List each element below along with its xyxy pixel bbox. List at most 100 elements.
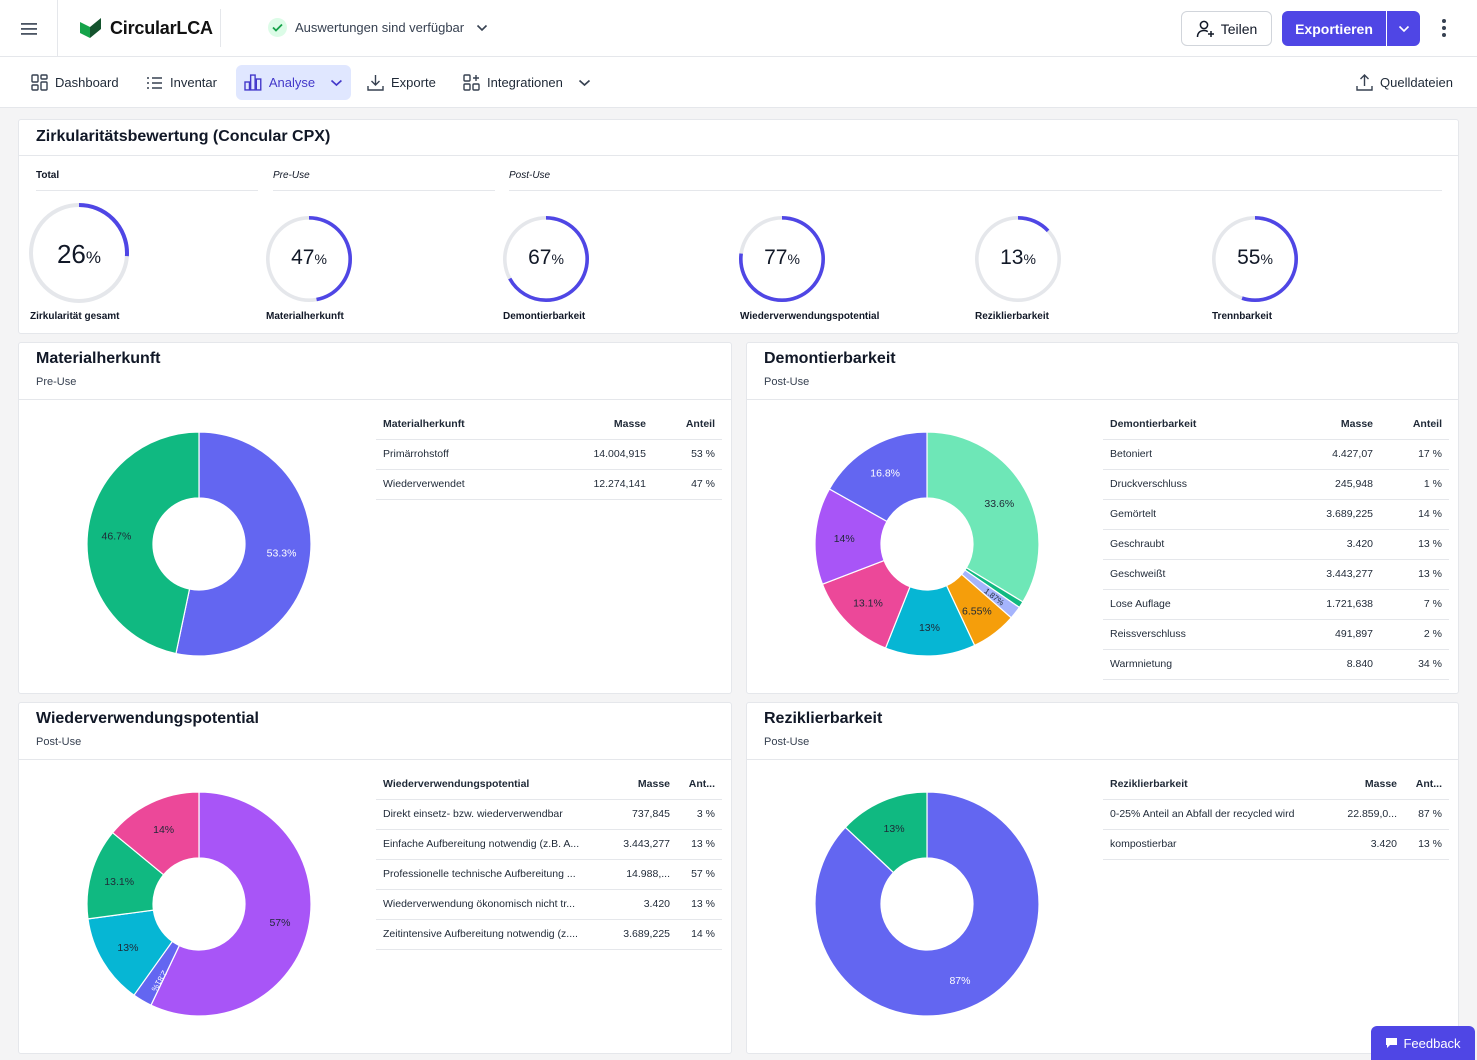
panel-title: Demontierbarkeit [764, 350, 896, 367]
export-button[interactable]: Exportieren [1282, 11, 1386, 46]
gauge-ring [738, 215, 826, 303]
nav-analyse-label: Analyse [268, 75, 316, 90]
cell-share: 1 % [1380, 469, 1449, 500]
cell-mass: 8.840 [1273, 649, 1380, 680]
source-files-label: Quelldateien [1380, 75, 1453, 90]
gauge-number: 77 [764, 246, 788, 269]
slice-label: 14% [834, 533, 855, 545]
wiederverwendungspotential-card: Wiederverwendungspotential Post-Use 57% 2… [18, 702, 732, 1054]
cell-mass: 12.274,141 [546, 469, 653, 500]
group-total-label: Total [36, 170, 60, 181]
gauge-progress-arc [502, 215, 590, 303]
cell-mass: 14.004,915 [546, 439, 653, 470]
nav-inventar[interactable]: Inventar [138, 65, 225, 100]
column-header[interactable]: Anteil [653, 409, 722, 440]
gauge-progress-arc [738, 215, 826, 303]
gauge-progress-arc [1211, 215, 1299, 303]
nav-exporte[interactable]: Exporte [359, 65, 444, 100]
cell-name: Lose Auflage [1103, 589, 1273, 620]
slice-label: 13% [117, 942, 138, 954]
column-header[interactable]: Masse [546, 409, 653, 440]
gauge-label: Trennbarkeit [1212, 311, 1273, 322]
gauge-value: 77% [738, 215, 826, 303]
nav-dashboard[interactable]: Dashboard [23, 65, 127, 100]
gauge-wiederverwendungspotential: 77% [738, 215, 826, 303]
column-header[interactable]: Ant... [677, 769, 722, 800]
feedback-button[interactable]: Feedback [1371, 1026, 1475, 1060]
column-header[interactable]: Anteil [1380, 409, 1449, 440]
gauge-number: 67 [528, 246, 552, 269]
pie-slice[interactable] [175, 431, 312, 657]
download-icon [367, 75, 384, 91]
gauge-progress-arc [974, 215, 1062, 303]
pie-slice[interactable] [150, 791, 312, 1017]
more-options-icon[interactable] [1432, 16, 1456, 40]
pie-slice[interactable] [926, 431, 1040, 603]
overview-header: Zirkularitätsbewertung (Concular CPX) [19, 120, 1458, 156]
group-post-use-line [509, 190, 1442, 191]
gauge-unit: % [551, 251, 564, 267]
table-header-row: Materialherkunft Masse Anteil [376, 409, 722, 440]
column-header[interactable]: Materialherkunft [376, 409, 546, 440]
gauge-number: 55 [1237, 246, 1261, 269]
menu-button[interactable] [0, 0, 58, 57]
reziklierbarkeit-donut-chart: 87% 13% [814, 791, 1040, 1017]
column-header[interactable]: Masse [602, 769, 677, 800]
export-options-button[interactable] [1387, 11, 1420, 46]
pie-slice[interactable] [814, 791, 1040, 1017]
gauge-value: 13% [974, 215, 1062, 303]
table-row: Lose Auflage 1.721,638 7 % [1103, 589, 1449, 620]
status-dropdown[interactable]: Auswertungen sind verfügbar [268, 18, 488, 37]
share-label: Teilen [1220, 20, 1258, 37]
gauge-progress-arc [265, 215, 353, 303]
gauge-unit: % [85, 248, 102, 267]
nav-integrationen-label: Integrationen [487, 75, 563, 90]
slice-label: 13.1% [104, 876, 134, 888]
column-header[interactable]: Masse [1329, 769, 1404, 800]
pie-slice[interactable] [828, 431, 928, 523]
demontierbarkeit-table: Demontierbarkeit Masse Anteil Betoniert 4… [1103, 409, 1449, 680]
column-header[interactable]: Reziklierbarkeit [1103, 769, 1329, 800]
column-header[interactable]: Wiederverwendungspotential [376, 769, 602, 800]
cell-name: 0-25% Anteil an Abfall der recycled wird [1103, 799, 1329, 830]
cell-name: Wiederverwendung ökonomisch nicht tr... [376, 889, 602, 920]
cell-share: 47 % [653, 469, 722, 500]
cell-share: 2 % [1380, 619, 1449, 650]
panel-title: Reziklierbarkeit [764, 710, 883, 727]
table-header-row: Reziklierbarkeit Masse Ant... [1103, 769, 1449, 800]
brand-logo[interactable]: CircularLCA [79, 17, 213, 39]
group-post-use-label: Post-Use [509, 170, 551, 181]
pie-slice[interactable] [844, 791, 928, 874]
nav-dashboard-label: Dashboard [55, 75, 119, 90]
cell-name: Gemörtelt [1103, 499, 1273, 530]
source-files-button[interactable]: Quelldateien [1356, 65, 1453, 100]
column-header[interactable]: Ant... [1404, 769, 1449, 800]
table-row: kompostierbar 3.420 13 % [1103, 829, 1449, 860]
table-row: Betoniert 4.427,07 17 % [1103, 439, 1449, 470]
panel-header: Wiederverwendungspotential Post-Use [19, 703, 731, 760]
table-row: Druckverschluss 245,948 1 % [1103, 469, 1449, 500]
demontierbarkeit-card: Demontierbarkeit Post-Use 33.6% 1.87% 6.55… [746, 342, 1459, 694]
upload-icon [1356, 74, 1373, 91]
cell-share: 57 % [677, 859, 722, 890]
cell-name: Geschweißt [1103, 559, 1273, 590]
pie-slice[interactable] [111, 791, 200, 876]
panel-subtitle: Post-Use [764, 376, 810, 388]
table-row: Professionelle technische Aufbereitung .… [376, 859, 722, 890]
column-header[interactable]: Demontierbarkeit [1103, 409, 1273, 440]
slice-label: 16.8% [870, 467, 900, 479]
share-button[interactable]: Teilen [1181, 11, 1272, 46]
integrations-icon [463, 74, 480, 91]
cell-mass: 3.420 [1273, 529, 1380, 560]
table-row: 0-25% Anteil an Abfall der recycled wird… [1103, 799, 1449, 830]
nav-analyse[interactable]: Analyse [236, 65, 351, 100]
table-row: Direkt einsetz- bzw. wiederverwendbar 737… [376, 799, 722, 830]
gauge-value: 26% [28, 202, 130, 304]
slice-label: 13% [884, 823, 905, 835]
app-name: CircularLCA [110, 17, 213, 38]
cell-share: 13 % [677, 889, 722, 920]
column-header[interactable]: Masse [1273, 409, 1380, 440]
pie-slice[interactable] [86, 431, 200, 655]
cell-name: Primärrohstoff [376, 439, 546, 470]
nav-integrationen[interactable]: Integrationen [455, 65, 599, 100]
